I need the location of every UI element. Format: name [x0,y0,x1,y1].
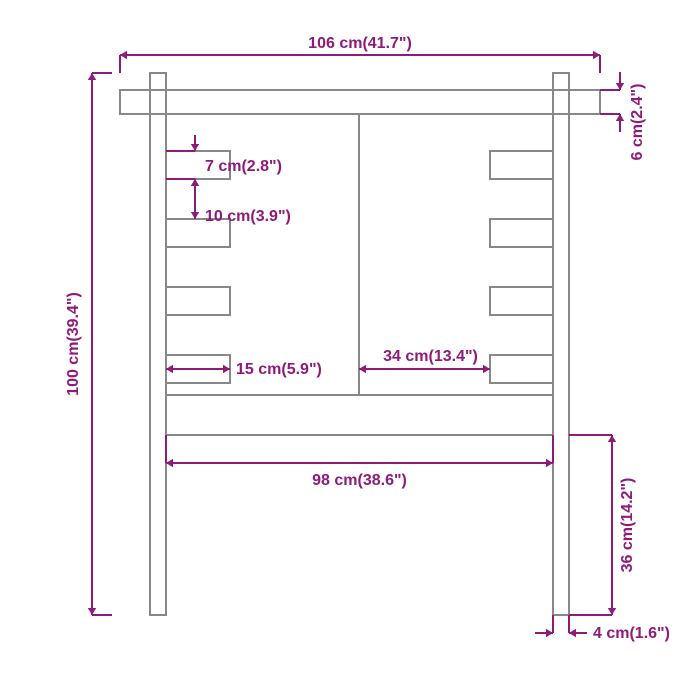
dim-height-left: 100 cm(39.4") [65,292,82,396]
dim-panel-w: 34 cm(13.4") [383,348,478,365]
dimension-diagram: 106 cm(41.7") 100 cm(39.4") 6 cm(2.4") 7 cm… [0,0,700,700]
dim-slat-gap: 10 cm(3.9") [205,208,291,225]
dim-inner-w: 98 cm(38.6") [312,472,407,489]
dim-width-top: 106 cm(41.7") [308,35,412,52]
dim-post-w: 4 cm(1.6") [593,625,670,642]
dim-top-rail-h: 6 cm(2.4") [629,84,646,161]
dim-slat-w: 15 cm(5.9") [236,361,322,378]
dim-leg-h: 36 cm(14.2") [619,478,636,573]
dim-slat-h: 7 cm(2.8") [205,158,282,175]
